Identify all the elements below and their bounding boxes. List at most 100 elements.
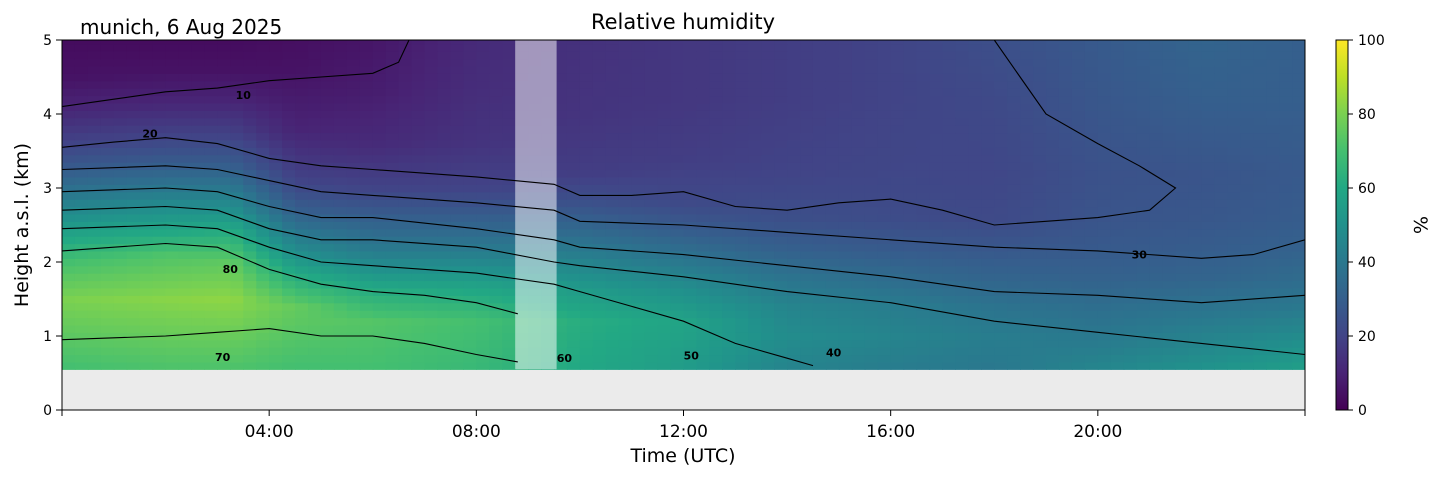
heat-cell (605, 125, 620, 134)
heat-cell (295, 280, 309, 289)
heat-cell (476, 228, 490, 237)
heat-cell (346, 347, 361, 356)
heat-cell (735, 154, 749, 163)
heat-cell (1175, 310, 1190, 319)
y-tick-label: 5 (43, 33, 52, 49)
heat-cell (774, 40, 788, 45)
heat-cell (1033, 302, 1047, 311)
heat-cell (709, 125, 723, 134)
heat-cell (217, 221, 231, 230)
heat-cell (1188, 310, 1203, 319)
heat-cell (385, 250, 400, 259)
heat-cell (489, 339, 503, 348)
humidity-field (62, 40, 1305, 370)
heat-cell (372, 51, 387, 60)
heat-cell (152, 287, 167, 296)
heat-cell (722, 213, 736, 222)
heat-cell (411, 40, 426, 45)
heat-cell (1071, 40, 1086, 45)
heat-cell (903, 176, 918, 185)
heat-cell (955, 250, 969, 259)
heat-cell (1097, 258, 1112, 267)
heat-cell (62, 339, 76, 348)
heat-cell (864, 139, 879, 148)
heat-cell (308, 221, 322, 230)
heat-cell (955, 280, 969, 289)
heat-cell (217, 88, 231, 97)
heat-cell (1123, 176, 1138, 185)
heat-cell (1175, 273, 1190, 282)
heat-cell (1253, 51, 1267, 60)
heat-cell (1071, 295, 1086, 304)
heat-cell (877, 139, 892, 148)
heat-cell (437, 73, 452, 82)
heat-cell (139, 258, 154, 267)
heat-cell (333, 191, 348, 200)
heat-cell (761, 73, 775, 82)
heat-cell (605, 236, 620, 245)
heat-cell (800, 347, 814, 356)
heat-cell (463, 191, 477, 200)
heat-cell (1071, 102, 1086, 111)
contour-line-80 (62, 328, 518, 363)
heat-cell (87, 169, 102, 178)
heat-cell (1201, 102, 1215, 111)
heat-cell (761, 132, 775, 141)
heat-cell (204, 213, 218, 222)
heat-cell (1279, 280, 1293, 289)
heat-cell (800, 354, 814, 363)
heat-cell (398, 139, 413, 148)
heat-cell (968, 40, 982, 45)
heat-cell (981, 317, 995, 326)
heat-cell (683, 40, 698, 45)
heat-cell (437, 80, 452, 89)
heat-cell (126, 324, 141, 333)
heat-cell (696, 265, 710, 274)
heat-cell (152, 43, 167, 52)
heat-cell (204, 73, 218, 82)
heat-cell (204, 206, 218, 215)
heat-cell (670, 162, 685, 171)
heat-cell (631, 58, 646, 67)
heat-cell (787, 361, 801, 370)
heat-cell (1214, 40, 1228, 45)
heat-cell (1020, 243, 1034, 252)
heat-cell (903, 206, 918, 215)
heat-cell (579, 125, 594, 134)
heat-cell (812, 221, 827, 230)
heat-cell (346, 191, 361, 200)
heat-cell (1266, 317, 1280, 326)
heat-cell (942, 236, 957, 245)
heat-cell (825, 154, 840, 163)
heat-cell (774, 354, 788, 363)
heat-cell (1046, 95, 1060, 104)
heat-cell (657, 236, 672, 245)
heat-cell (1046, 191, 1060, 200)
heat-cell (282, 332, 296, 341)
heat-cell (100, 80, 115, 89)
colorbar-tick-label: 40 (1358, 255, 1376, 271)
heat-cell (1097, 199, 1112, 208)
heat-cell (165, 40, 180, 45)
heat-cell (670, 324, 685, 333)
heat-cell (1292, 88, 1305, 97)
heat-cell (644, 110, 659, 119)
heat-cell (1240, 354, 1254, 363)
heat-cell (346, 162, 361, 171)
heat-cell (411, 317, 426, 326)
heat-cell (877, 117, 892, 126)
heat-cell (62, 58, 76, 67)
heat-cell (851, 228, 866, 237)
heat-cell (1097, 125, 1112, 134)
heat-cell (411, 184, 426, 193)
heat-cell (1020, 40, 1034, 45)
heat-cell (165, 43, 180, 52)
heat-cell (398, 287, 413, 296)
heat-cell (113, 280, 128, 289)
heat-cell (825, 221, 840, 230)
heat-cell (709, 51, 723, 60)
heat-cell (113, 125, 128, 134)
heat-cell (903, 295, 918, 304)
heat-cell (1162, 213, 1177, 222)
